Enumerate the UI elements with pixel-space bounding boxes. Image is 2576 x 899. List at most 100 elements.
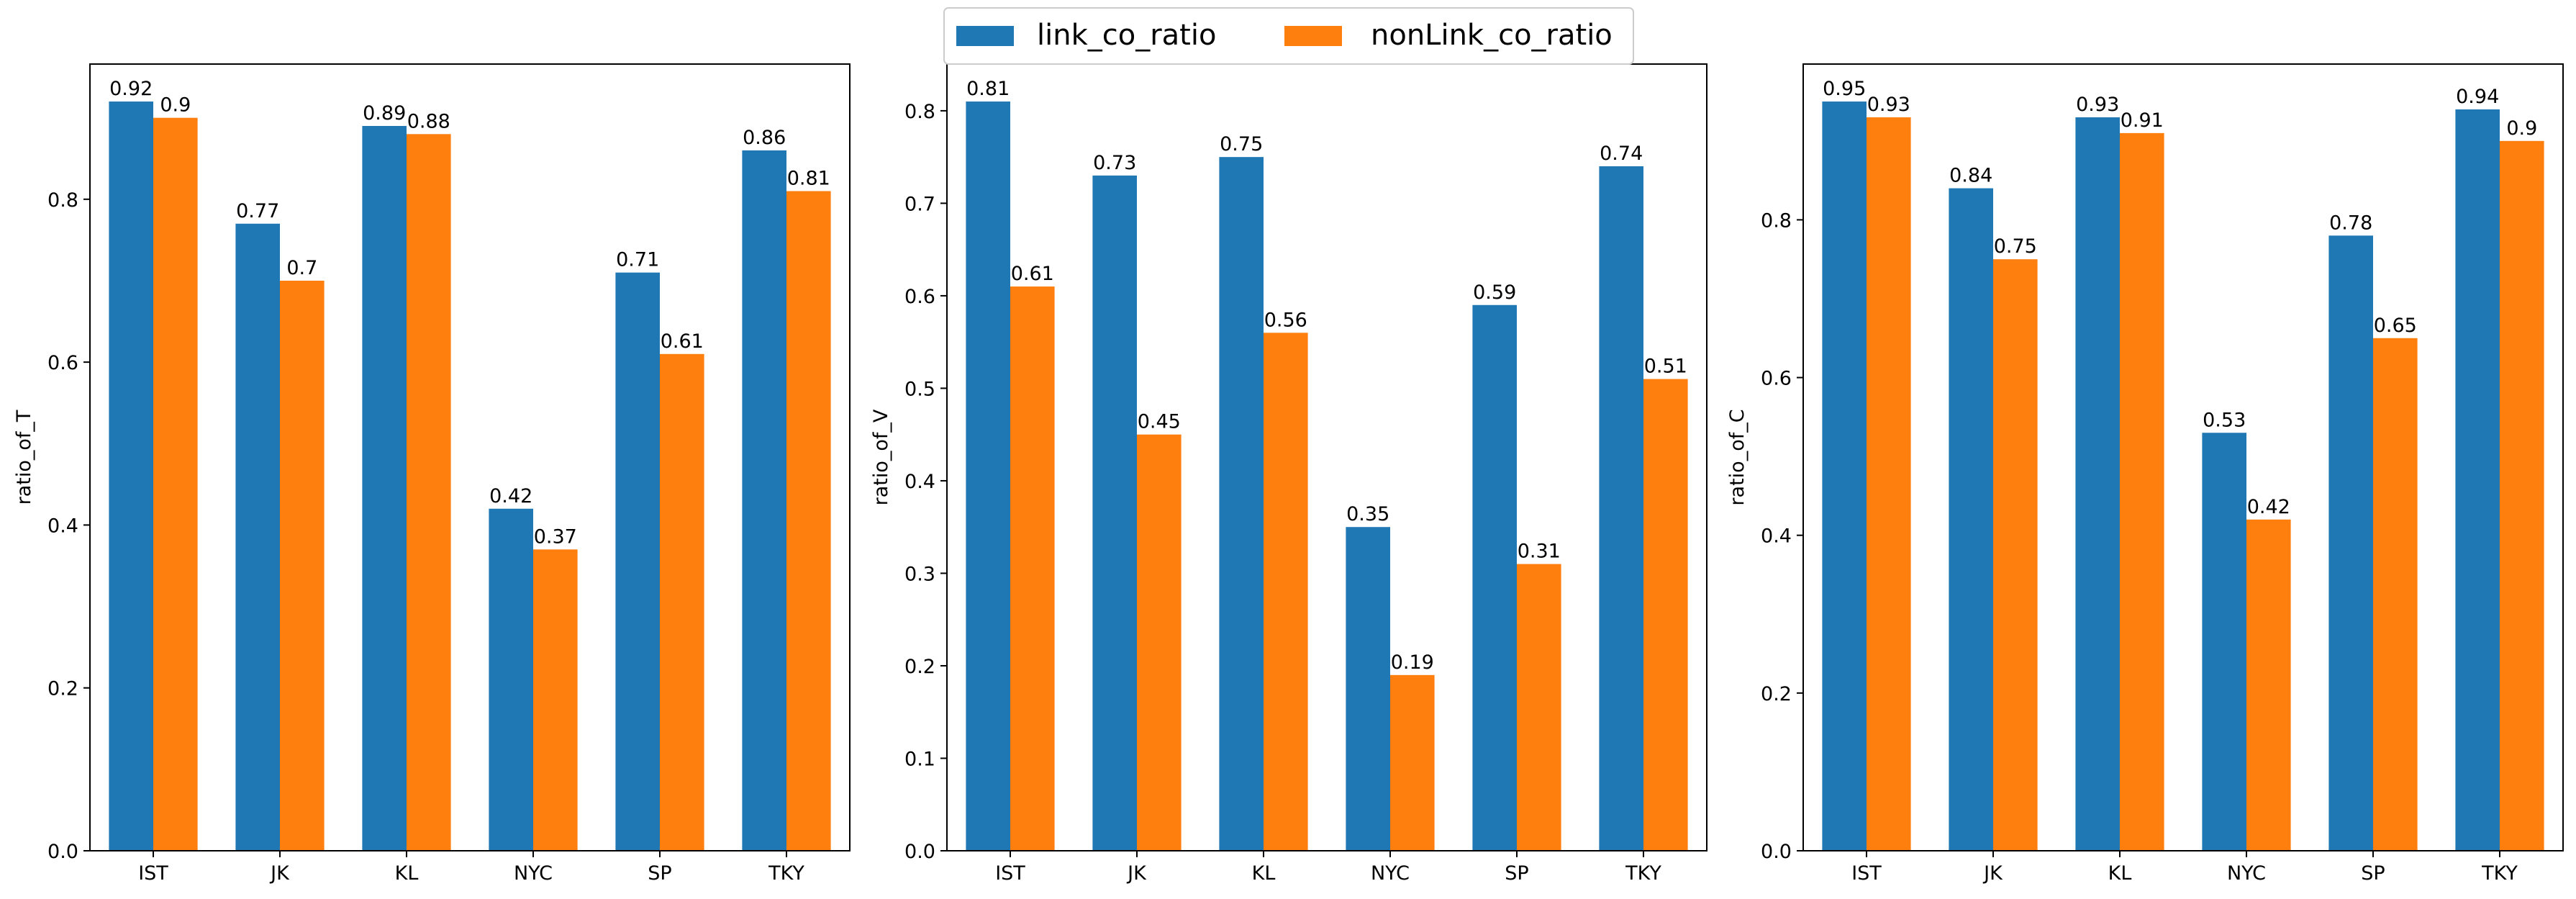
- bar-C-nonlink-co-ratio-nyc: [2246, 519, 2291, 851]
- y-tick-label: 0.2: [47, 678, 78, 700]
- bar-value-label: 0.9: [160, 94, 191, 117]
- legend-swatch-nonlink-co-ratio: [1284, 26, 1342, 46]
- bar-value-label: 0.42: [489, 485, 532, 507]
- bar-value-label: 0.65: [2374, 315, 2417, 337]
- bar-C-link-co-ratio-jk: [1949, 188, 1993, 851]
- bar-V-nonlink-co-ratio-jk: [1137, 434, 1182, 851]
- chart-panel-T-frame: [89, 63, 851, 851]
- bar-V-link-co-ratio-kl: [1219, 157, 1264, 851]
- x-tick-label: JK: [1126, 862, 1147, 885]
- chart-panel-T: 0.92 0.77 0.89 0.42 0.71 0.86 0.9 0.7 0.88 0.37 0.…: [13, 63, 851, 885]
- y-tick-label: 0.8: [904, 101, 935, 123]
- x-tick-label: IST: [995, 862, 1025, 885]
- bar-value-label: 0.73: [1093, 152, 1136, 174]
- bar-T-nonlink-co-ratio-kl: [407, 134, 451, 851]
- bar-V-nonlink-co-ratio-kl: [1264, 333, 1308, 851]
- x-tick-label: NYC: [514, 862, 553, 885]
- x-tick-label: TKY: [1625, 862, 1661, 885]
- bar-C-nonlink-co-ratio-kl: [2120, 132, 2164, 851]
- y-tick-label: 0.2: [1761, 683, 1792, 705]
- bar-T-link-co-ratio-kl: [362, 125, 407, 851]
- y-tick-label: 0.0: [47, 841, 78, 863]
- bar-value-label: 0.74: [1600, 143, 1643, 165]
- bar-value-label: 0.75: [1220, 133, 1263, 155]
- bar-value-label: 0.75: [1994, 235, 2037, 258]
- x-tick-label: SP: [648, 862, 671, 885]
- bar-T-link-co-ratio-tky: [742, 150, 786, 851]
- x-tick-label: NYC: [1371, 862, 1410, 885]
- bar-value-label: 0.59: [1473, 281, 1516, 304]
- chart-panel-C-marks: 0.95 0.84 0.93 0.53 0.78 0.94 0.93 0.75 0.91 0.42…: [1761, 78, 2544, 885]
- bar-C-nonlink-co-ratio-jk: [1993, 259, 2038, 851]
- bar-value-label: 0.93: [1867, 94, 1910, 116]
- bar-T-link-co-ratio-ist: [109, 101, 153, 851]
- bar-value-label: 0.37: [534, 525, 577, 548]
- bar-value-label: 0.89: [363, 102, 406, 125]
- bar-C-nonlink-co-ratio-tky: [2500, 140, 2544, 851]
- bar-value-label: 0.42: [2247, 496, 2290, 518]
- y-tick-label: 0.8: [47, 189, 78, 212]
- bar-V-link-co-ratio-sp: [1472, 304, 1517, 851]
- bar-C-nonlink-co-ratio-sp: [2373, 338, 2418, 851]
- chart-panel-V-ylabel: ratio_of_V: [870, 409, 892, 505]
- bar-V-link-co-ratio-nyc: [1346, 527, 1390, 851]
- bar-V-nonlink-co-ratio-sp: [1517, 564, 1561, 851]
- x-tick-label: TKY: [2481, 862, 2518, 885]
- x-tick-label: IST: [1851, 862, 1882, 885]
- bar-C-nonlink-co-ratio-ist: [1867, 117, 1911, 851]
- chart-panel-V-marks: 0.81 0.73 0.75 0.35 0.59 0.74 0.61 0.45 0.56 0.19…: [904, 78, 1688, 885]
- bar-C-link-co-ratio-sp: [2328, 235, 2373, 851]
- bar-value-label: 0.77: [236, 200, 279, 222]
- bar-value-label: 0.93: [2076, 94, 2119, 116]
- bar-value-label: 0.88: [407, 110, 450, 132]
- bar-V-nonlink-co-ratio-ist: [1010, 286, 1055, 851]
- y-tick-label: 0.6: [904, 286, 935, 308]
- bar-value-label: 0.35: [1346, 503, 1389, 525]
- bar-C-link-co-ratio-ist: [1822, 101, 1867, 851]
- bar-value-label: 0.19: [1391, 651, 1434, 674]
- bar-value-label: 0.9: [2506, 117, 2537, 140]
- x-tick-label: JK: [269, 862, 290, 885]
- bar-value-label: 0.61: [1011, 263, 1054, 285]
- bar-T-nonlink-co-ratio-tky: [786, 191, 831, 851]
- y-tick-label: 0.3: [904, 563, 935, 585]
- bar-C-link-co-ratio-nyc: [2202, 433, 2246, 851]
- bar-T-link-co-ratio-nyc: [489, 508, 533, 851]
- y-tick-label: 0.8: [1761, 209, 1792, 232]
- y-tick-label: 0.4: [904, 471, 935, 493]
- x-tick-label: SP: [1505, 862, 1528, 885]
- y-tick-label: 0.1: [904, 748, 935, 770]
- bar-value-label: 0.51: [1644, 356, 1687, 378]
- x-tick-label: JK: [1982, 862, 2003, 885]
- bar-value-label: 0.31: [1518, 541, 1561, 563]
- x-tick-label: KL: [2108, 862, 2132, 885]
- y-tick-label: 0.6: [47, 352, 78, 374]
- bar-V-nonlink-co-ratio-tky: [1643, 379, 1688, 851]
- bar-value-label: 0.94: [2456, 86, 2499, 108]
- y-tick-label: 0.2: [904, 656, 935, 678]
- bar-V-link-co-ratio-ist: [966, 101, 1010, 851]
- chart-panel-C-frame: [1802, 63, 2564, 851]
- bar-value-label: 0.84: [1949, 165, 1992, 187]
- bar-T-nonlink-co-ratio-sp: [660, 353, 704, 851]
- bar-value-label: 0.7: [286, 257, 317, 279]
- y-tick-label: 0.4: [1761, 525, 1792, 548]
- bar-value-label: 0.45: [1138, 411, 1181, 433]
- bar-value-label: 0.61: [661, 330, 704, 353]
- bar-value-label: 0.53: [2203, 409, 2246, 431]
- chart-panel-V: 0.81 0.73 0.75 0.35 0.59 0.74 0.61 0.45 0.56 0.19…: [870, 63, 1707, 885]
- x-tick-label: KL: [1252, 862, 1276, 885]
- y-tick-label: 0.4: [47, 515, 78, 537]
- legend: link_co_ratio nonLink_co_ratio: [943, 7, 1634, 65]
- bar-value-label: 0.71: [616, 249, 659, 271]
- x-tick-label: NYC: [2227, 862, 2266, 885]
- legend-label-link-co-ratio: link_co_ratio: [1037, 19, 1216, 52]
- bar-value-label: 0.81: [966, 78, 1010, 100]
- bar-C-link-co-ratio-kl: [2075, 117, 2120, 851]
- x-tick-label: KL: [395, 862, 419, 885]
- y-tick-label: 0.0: [1761, 841, 1792, 863]
- bar-T-link-co-ratio-sp: [615, 272, 660, 851]
- y-tick-label: 0.5: [904, 378, 935, 400]
- bar-T-nonlink-co-ratio-nyc: [533, 549, 578, 851]
